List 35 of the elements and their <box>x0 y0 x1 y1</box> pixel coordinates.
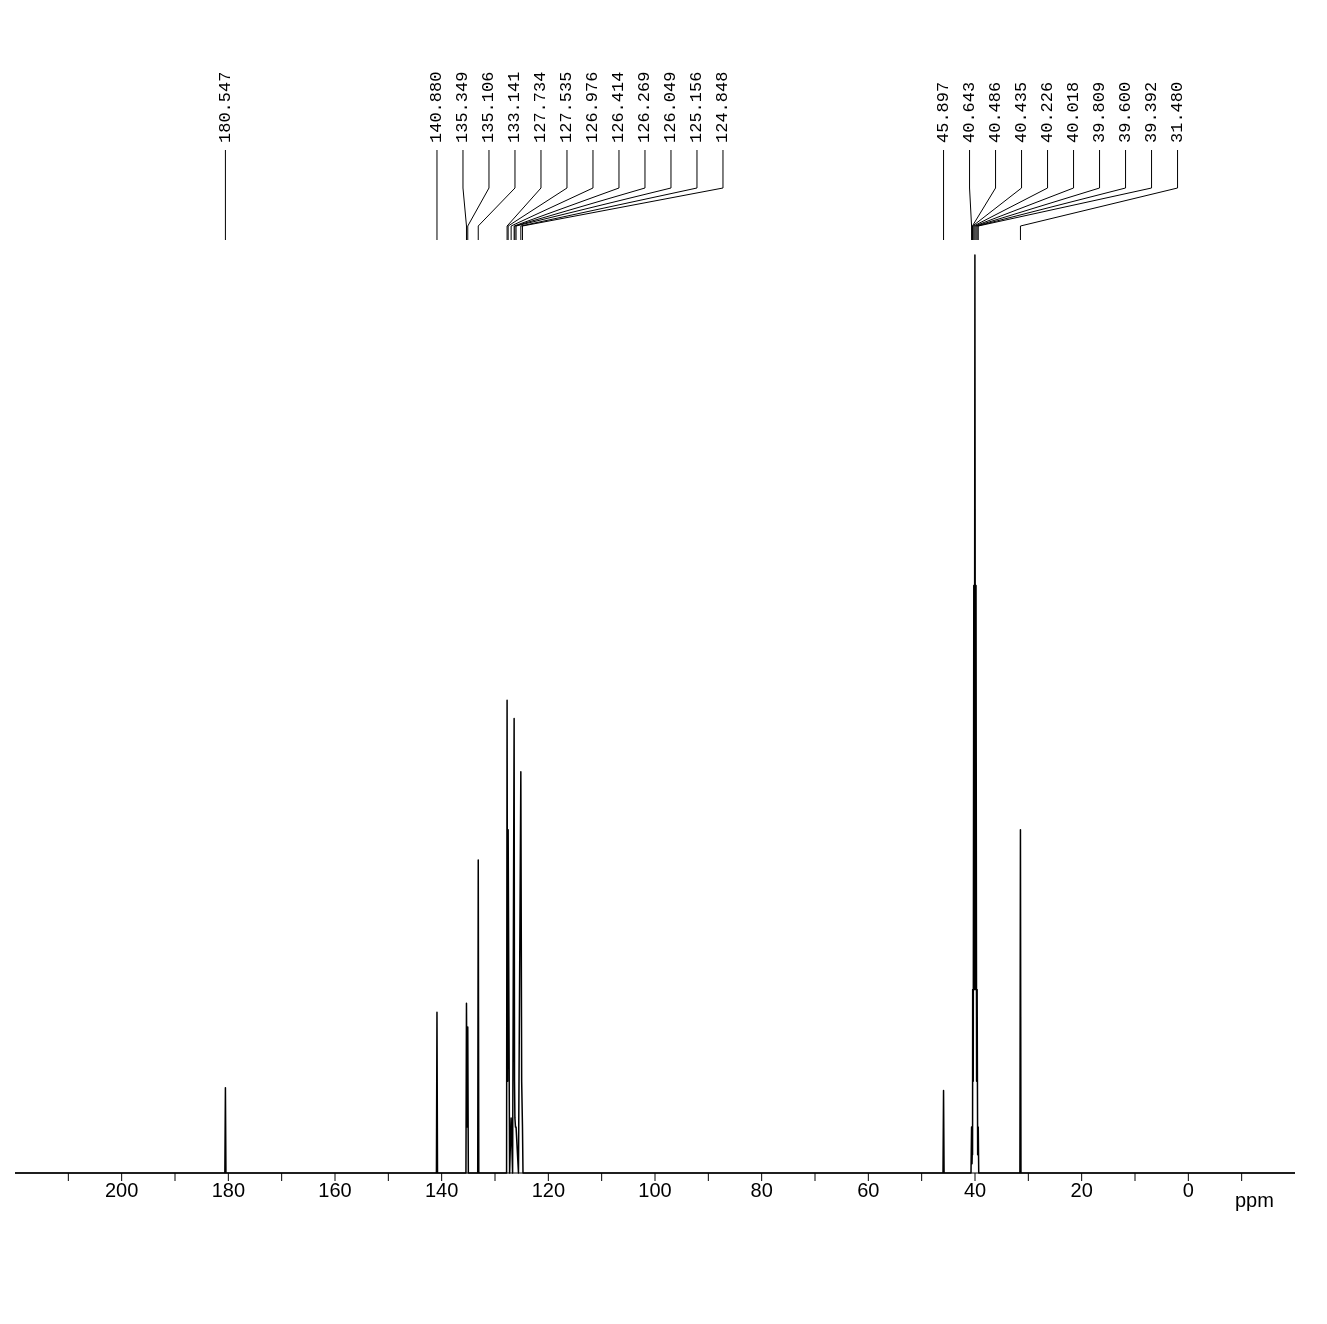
annotation: 126.049 <box>661 71 681 143</box>
annotation: 124.848 <box>713 71 733 143</box>
annotation: 40.643 <box>960 81 980 143</box>
x-tick-label: 100 <box>638 1179 672 1202</box>
annotation: 40.018 <box>1064 81 1084 143</box>
x-tick-label: 120 <box>531 1179 566 1202</box>
annotation: 39.392 <box>1142 81 1162 143</box>
annotation: 180.547 <box>215 71 235 143</box>
x-tick-label: 200 <box>104 1179 139 1202</box>
x-axis-title: ppm <box>1235 1189 1274 1211</box>
annotation: 40.486 <box>986 81 1006 143</box>
annotation: 126.414 <box>609 71 629 143</box>
x-tick-label: 0 <box>1182 1179 1194 1202</box>
annotation: 135.106 <box>479 71 499 143</box>
x-tick-label: 160 <box>318 1179 352 1202</box>
x-tick-label: 140 <box>424 1179 459 1202</box>
annotation: 126.269 <box>635 71 655 143</box>
x-tick-label: 60 <box>857 1179 880 1202</box>
x-tick-label: 40 <box>963 1179 987 1202</box>
x-tick-label: 20 <box>1070 1179 1093 1202</box>
annotation: 31.480 <box>1168 81 1188 143</box>
annotation: 40.226 <box>1038 81 1058 143</box>
annotation: 135.349 <box>453 71 473 143</box>
annotation: 39.600 <box>1116 81 1136 143</box>
annotation: 127.535 <box>557 71 577 143</box>
annotation: 125.156 <box>687 71 707 143</box>
annotation: 133.141 <box>505 71 525 143</box>
annotation: 140.880 <box>427 71 447 143</box>
annotation: 127.734 <box>531 71 551 143</box>
annotation: 126.976 <box>583 71 603 143</box>
x-tick-label: 180 <box>211 1179 246 1202</box>
annotation: 40.435 <box>1012 81 1032 143</box>
annotation: 45.897 <box>934 81 954 143</box>
x-tick-label: 80 <box>750 1179 773 1202</box>
annotation: 39.809 <box>1090 81 1110 143</box>
